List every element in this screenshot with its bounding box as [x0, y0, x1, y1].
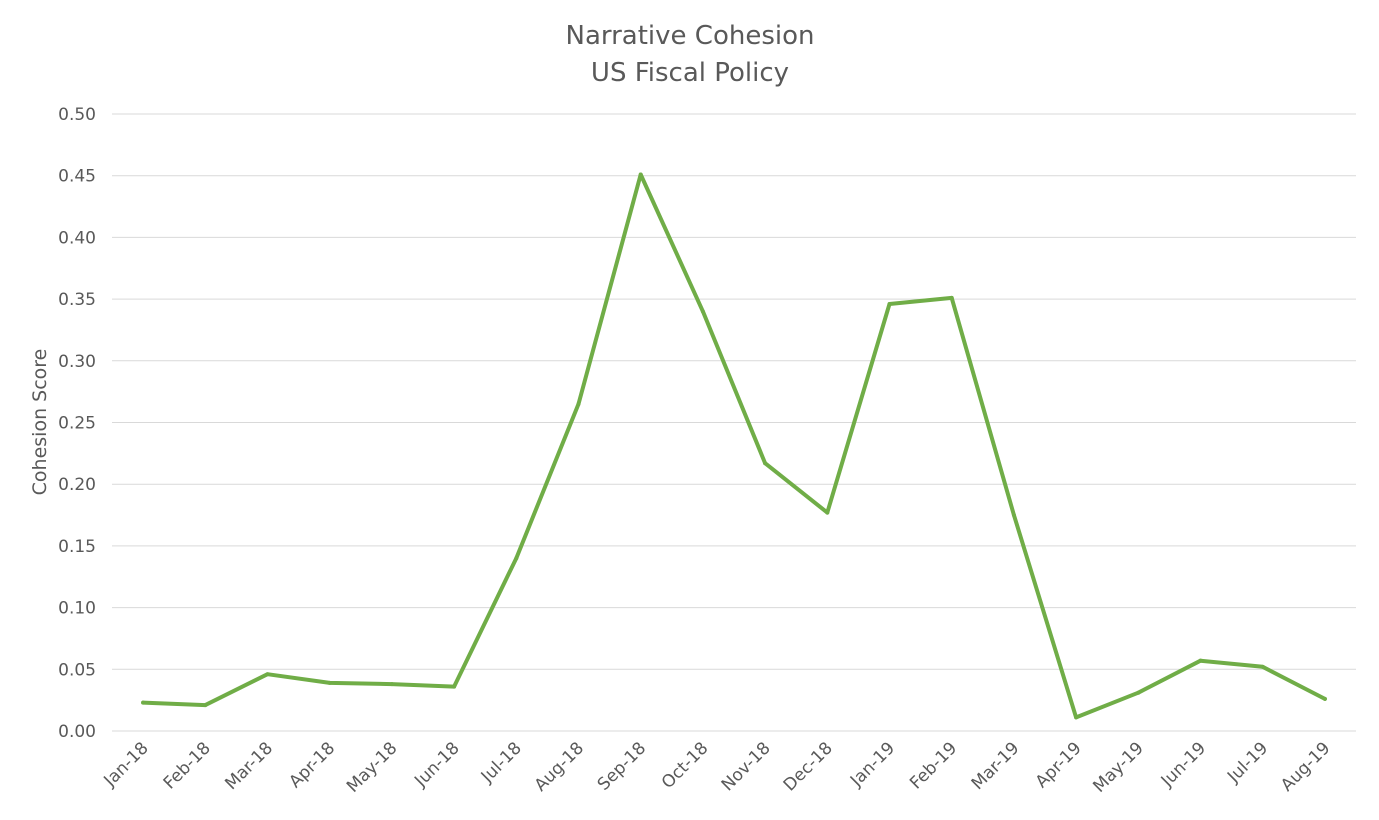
x-tick-label: Jul-18	[477, 738, 526, 787]
chart-subtitle: US Fiscal Policy	[591, 58, 789, 88]
data-point	[700, 309, 705, 314]
x-tick-label: Jun-19	[1157, 738, 1210, 791]
gridlines	[112, 113, 1356, 732]
data-point	[203, 703, 208, 708]
series-layer	[141, 172, 1327, 720]
x-tick-label: Apr-18	[285, 738, 339, 792]
y-tick-label: 0.10	[58, 599, 96, 619]
x-tick-label: Aug-18	[531, 738, 588, 795]
x-tick-label: Jan-19	[846, 738, 899, 791]
data-point	[1136, 690, 1141, 695]
x-tick-label: Aug-19	[1277, 738, 1334, 795]
y-tick-label: 0.35	[58, 290, 96, 310]
x-tick-label: Jun-18	[410, 738, 463, 791]
y-tick-label: 0.00	[58, 722, 96, 742]
data-point	[389, 682, 394, 687]
data-point	[514, 556, 519, 561]
data-point	[576, 401, 581, 406]
y-axis-ticks: 0.00 0.05 0.10 0.15 0.20 0.25 0.30 0.35 0.40 0.45…	[58, 105, 96, 742]
x-tick-label: Jan-18	[100, 738, 153, 791]
data-point	[1198, 658, 1203, 663]
y-tick-label: 0.20	[58, 475, 96, 495]
x-tick-label: Mar-19	[968, 738, 1024, 794]
y-tick-label: 0.15	[58, 537, 96, 557]
data-point	[1074, 715, 1079, 720]
x-axis-ticks: Jan-18 Feb-18 Mar-18 Apr-18 May-18 Jun-18 Jul-…	[100, 738, 1335, 796]
x-tick-label: Feb-19	[906, 738, 961, 793]
x-tick-label: Dec-18	[780, 738, 837, 795]
series-line	[141, 172, 1327, 720]
y-tick-label: 0.50	[58, 105, 96, 125]
data-point	[1322, 696, 1327, 701]
y-axis-label: Cohesion Score	[29, 349, 51, 496]
x-tick-label: May-19	[1089, 738, 1147, 796]
data-point	[887, 302, 892, 307]
y-tick-label: 0.45	[58, 167, 96, 187]
x-tick-label: Apr-19	[1032, 738, 1086, 792]
data-point	[265, 672, 270, 677]
data-point	[1260, 664, 1265, 669]
chart-title: Narrative Cohesion	[566, 21, 815, 51]
data-point	[763, 461, 768, 466]
x-tick-label: Mar-18	[221, 738, 277, 794]
data-point	[327, 680, 332, 685]
data-point	[1011, 513, 1016, 518]
data-point	[638, 172, 643, 177]
y-tick-label: 0.40	[58, 228, 96, 248]
x-tick-label: Sep-18	[594, 738, 650, 794]
y-tick-label: 0.05	[58, 660, 96, 680]
x-tick-label: Feb-18	[160, 738, 215, 793]
x-tick-label: Jul-19	[1223, 738, 1272, 787]
x-tick-label: Oct-18	[658, 738, 713, 793]
data-point	[949, 295, 954, 300]
data-point	[141, 700, 146, 705]
data-point	[825, 510, 830, 515]
data-point	[452, 684, 457, 689]
x-tick-label: May-18	[343, 738, 401, 796]
y-tick-label: 0.30	[58, 352, 96, 372]
y-tick-label: 0.25	[58, 414, 96, 434]
x-tick-label: Nov-18	[718, 738, 775, 795]
